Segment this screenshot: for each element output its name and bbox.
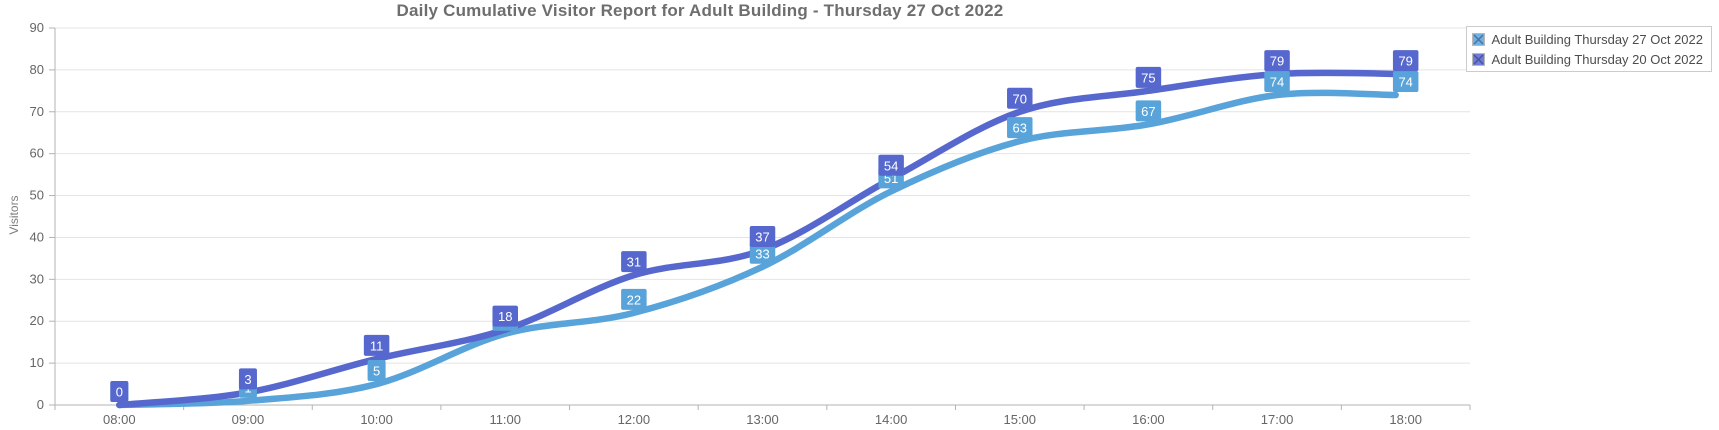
data-label-s0-15:00: 63 (1007, 117, 1033, 139)
data-label-s0-12:00: 22 (621, 288, 647, 310)
y-tick-label: 30 (30, 271, 44, 286)
data-label-s0-18:00: 74 (1392, 71, 1419, 93)
data-label-value: 74 (1270, 75, 1284, 90)
chart-title: Daily Cumulative Visitor Report for Adul… (396, 1, 1004, 20)
legend-label: Adult Building Thursday 20 Oct 2022 (1491, 51, 1703, 67)
x-tick-label: 10:00 (360, 412, 393, 427)
y-tick-label: 90 (30, 20, 44, 35)
data-label-s0-10:00: 5 (367, 360, 386, 382)
data-label-s1-15:00: 70 (1007, 87, 1033, 109)
data-label-s1-12:00: 31 (621, 251, 647, 273)
data-label-value: 79 (1398, 54, 1412, 69)
data-label-s1-16:00: 75 (1135, 66, 1162, 88)
data-label-s0-17:00: 74 (1264, 71, 1290, 93)
legend-swatch-icon (1472, 32, 1486, 46)
data-label-box (238, 368, 257, 390)
data-label-box (1264, 71, 1290, 93)
data-label-s1-17:00: 79 (1264, 50, 1290, 72)
data-label-value: 18 (498, 309, 512, 324)
chart-legend: Adult Building Thursday 27 Oct 2022 Adult… (1466, 26, 1712, 72)
data-label-value: 0 (116, 385, 123, 400)
data-label-box (367, 360, 386, 382)
data-label-value: 70 (1013, 91, 1027, 106)
legend-swatch-icon (1472, 52, 1486, 66)
x-tick-label: 08:00 (103, 412, 136, 427)
data-label-s1-13:00: 37 (749, 226, 776, 248)
data-label-box (1392, 71, 1419, 93)
data-label-box (492, 305, 518, 327)
data-label-box (363, 334, 390, 356)
data-label-box (1264, 50, 1290, 72)
y-tick-label: 70 (30, 104, 44, 119)
y-tick-label: 40 (30, 229, 44, 244)
data-label-s1-10:00: 11 (363, 334, 390, 356)
y-tick-label: 0 (37, 397, 44, 412)
x-tick-label: 11:00 (489, 412, 521, 427)
legend-item-0[interactable]: Adult Building Thursday 27 Oct 2022 (1472, 29, 1703, 49)
data-label-box (749, 242, 776, 264)
data-label-box (621, 251, 647, 273)
data-label-box (110, 381, 129, 402)
x-tick-label: 12:00 (618, 412, 651, 427)
data-label-value: 75 (1141, 70, 1155, 85)
x-tick-label: 15:00 (1003, 412, 1036, 427)
data-label-value: 74 (1398, 75, 1412, 90)
data-label-box (1135, 100, 1162, 122)
data-label-s1-08:00: 0 (110, 381, 129, 402)
y-tick-label: 60 (30, 146, 44, 161)
data-label-s1-18:00: 79 (1392, 50, 1419, 72)
x-tick-label: 13:00 (746, 412, 779, 427)
data-label-value: 22 (627, 292, 641, 307)
data-label-box (749, 226, 776, 248)
legend-label: Adult Building Thursday 27 Oct 2022 (1491, 31, 1703, 47)
data-label-value: 63 (1013, 121, 1027, 136)
x-tick-label: 14:00 (875, 412, 908, 427)
data-label-value: 31 (627, 255, 641, 270)
data-label-value: 37 (755, 230, 769, 245)
legend-item-1[interactable]: Adult Building Thursday 20 Oct 2022 (1472, 49, 1703, 69)
data-label-value: 54 (884, 158, 898, 173)
data-label-box (621, 288, 647, 310)
data-label-box (1392, 50, 1419, 72)
series-line-0 (116, 89, 1399, 409)
x-tick-label: 09:00 (232, 412, 265, 427)
data-label-s0-13:00: 33 (749, 242, 776, 264)
y-tick-label: 50 (30, 188, 44, 203)
data-label-box (1007, 117, 1033, 139)
data-label-value: 11 (370, 338, 384, 353)
y-tick-label: 20 (30, 313, 44, 328)
data-label-value: 79 (1270, 54, 1284, 69)
data-label-value: 67 (1141, 104, 1155, 119)
data-label-s1-14:00: 54 (878, 154, 904, 176)
data-label-s1-09:00: 3 (238, 368, 257, 390)
y-tick-label: 10 (30, 355, 44, 370)
data-label-s1-11:00: 18 (492, 305, 518, 327)
data-label-value: 3 (244, 372, 251, 387)
x-tick-label: 17:00 (1261, 412, 1294, 427)
x-tick-label: 16:00 (1132, 412, 1165, 427)
data-label-box (1135, 66, 1162, 88)
data-label-value: 5 (373, 364, 380, 379)
x-tick-label: 18:00 (1389, 412, 1422, 427)
data-label-box (1007, 87, 1033, 109)
y-tick-label: 80 (30, 62, 44, 77)
data-label-s0-16:00: 67 (1135, 100, 1162, 122)
data-label-value: 33 (755, 246, 769, 261)
data-label-box (878, 154, 904, 176)
